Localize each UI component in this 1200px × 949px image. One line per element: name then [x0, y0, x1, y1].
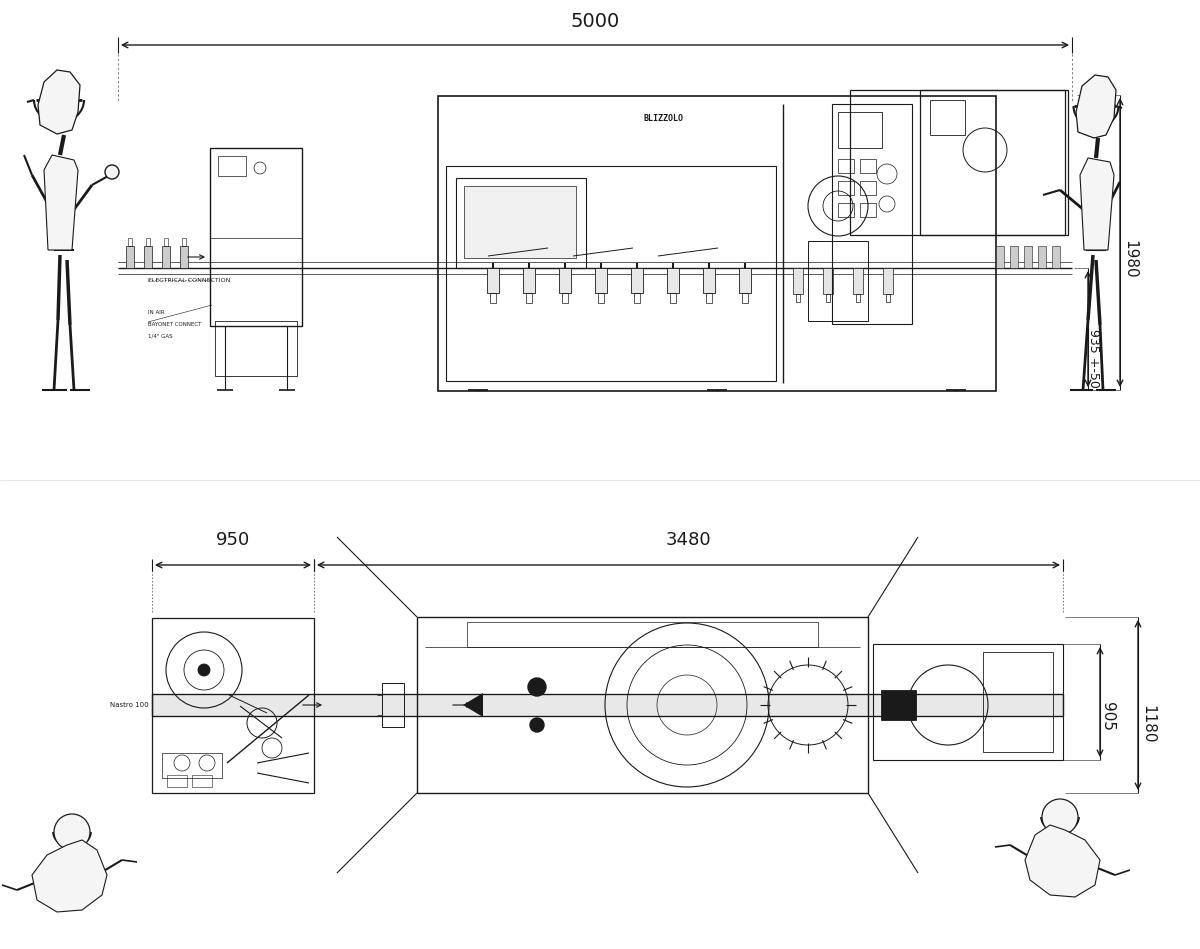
- Bar: [595, 268, 607, 293]
- Bar: [853, 268, 863, 294]
- Bar: [920, 90, 1068, 235]
- Bar: [838, 203, 854, 217]
- Bar: [559, 268, 571, 293]
- Bar: [418, 617, 868, 793]
- Bar: [167, 775, 187, 787]
- Polygon shape: [1076, 75, 1116, 138]
- Bar: [930, 100, 965, 135]
- Bar: [793, 268, 803, 294]
- Bar: [634, 293, 640, 303]
- Polygon shape: [44, 155, 78, 250]
- Bar: [456, 178, 586, 268]
- Bar: [808, 241, 868, 321]
- Bar: [1038, 246, 1046, 268]
- Bar: [487, 268, 499, 293]
- Text: 1980: 1980: [1122, 240, 1138, 279]
- Text: 5000: 5000: [570, 12, 619, 31]
- Bar: [464, 186, 576, 258]
- Bar: [1024, 246, 1032, 268]
- Circle shape: [528, 678, 546, 696]
- Bar: [438, 96, 996, 391]
- Bar: [881, 690, 916, 720]
- Bar: [850, 90, 1066, 235]
- Text: 3480: 3480: [666, 531, 712, 549]
- Text: IN AIR: IN AIR: [148, 309, 164, 314]
- Bar: [523, 268, 535, 293]
- Bar: [883, 268, 893, 294]
- Circle shape: [54, 814, 90, 850]
- Bar: [631, 268, 643, 293]
- Bar: [860, 181, 876, 195]
- Bar: [886, 294, 890, 302]
- Bar: [144, 246, 152, 268]
- Bar: [1052, 246, 1060, 268]
- Circle shape: [198, 664, 210, 676]
- Text: BAYONET CONNECT: BAYONET CONNECT: [148, 322, 202, 326]
- Bar: [832, 104, 912, 324]
- Bar: [162, 753, 222, 778]
- Bar: [796, 294, 800, 302]
- Bar: [838, 112, 882, 148]
- Bar: [742, 293, 748, 303]
- Circle shape: [530, 718, 544, 732]
- Bar: [126, 246, 134, 268]
- Bar: [823, 268, 833, 294]
- Polygon shape: [463, 693, 482, 717]
- Bar: [128, 238, 132, 246]
- Text: 950: 950: [216, 531, 250, 549]
- Bar: [467, 622, 818, 647]
- Bar: [983, 652, 1054, 752]
- Text: 935 +-50: 935 +-50: [1087, 329, 1100, 388]
- Circle shape: [1042, 799, 1078, 835]
- Bar: [706, 293, 712, 303]
- Bar: [152, 694, 1063, 716]
- Bar: [856, 294, 860, 302]
- Bar: [446, 166, 776, 381]
- Bar: [860, 203, 876, 217]
- Polygon shape: [32, 840, 107, 912]
- Polygon shape: [38, 70, 80, 134]
- Bar: [218, 156, 246, 176]
- Bar: [152, 694, 1063, 716]
- Bar: [739, 268, 751, 293]
- Bar: [382, 683, 404, 727]
- Bar: [562, 293, 568, 303]
- Bar: [162, 246, 170, 268]
- Polygon shape: [1025, 825, 1100, 897]
- Bar: [838, 159, 854, 173]
- Bar: [164, 238, 168, 246]
- Bar: [838, 181, 854, 195]
- Bar: [703, 268, 715, 293]
- Bar: [826, 294, 830, 302]
- Bar: [1010, 246, 1018, 268]
- Bar: [670, 293, 676, 303]
- Bar: [152, 618, 314, 793]
- Bar: [490, 293, 496, 303]
- Bar: [667, 268, 679, 293]
- Bar: [526, 293, 532, 303]
- Bar: [182, 238, 186, 246]
- Text: ELECTRICAL CONNECTION: ELECTRICAL CONNECTION: [148, 277, 230, 283]
- Bar: [192, 775, 212, 787]
- Circle shape: [106, 165, 119, 179]
- Bar: [598, 293, 604, 303]
- Bar: [996, 246, 1004, 268]
- Bar: [860, 159, 876, 173]
- Bar: [215, 321, 298, 376]
- Text: 905: 905: [1100, 702, 1116, 731]
- Polygon shape: [1080, 158, 1114, 250]
- Bar: [146, 238, 150, 246]
- Text: 1180: 1180: [1140, 705, 1156, 743]
- Bar: [180, 246, 188, 268]
- Text: BLIZZOLO: BLIZZOLO: [643, 114, 683, 123]
- Bar: [210, 148, 302, 326]
- Bar: [874, 644, 1063, 760]
- Text: 1/4" GAS: 1/4" GAS: [148, 333, 173, 339]
- Text: Nastro 100: Nastro 100: [110, 702, 149, 708]
